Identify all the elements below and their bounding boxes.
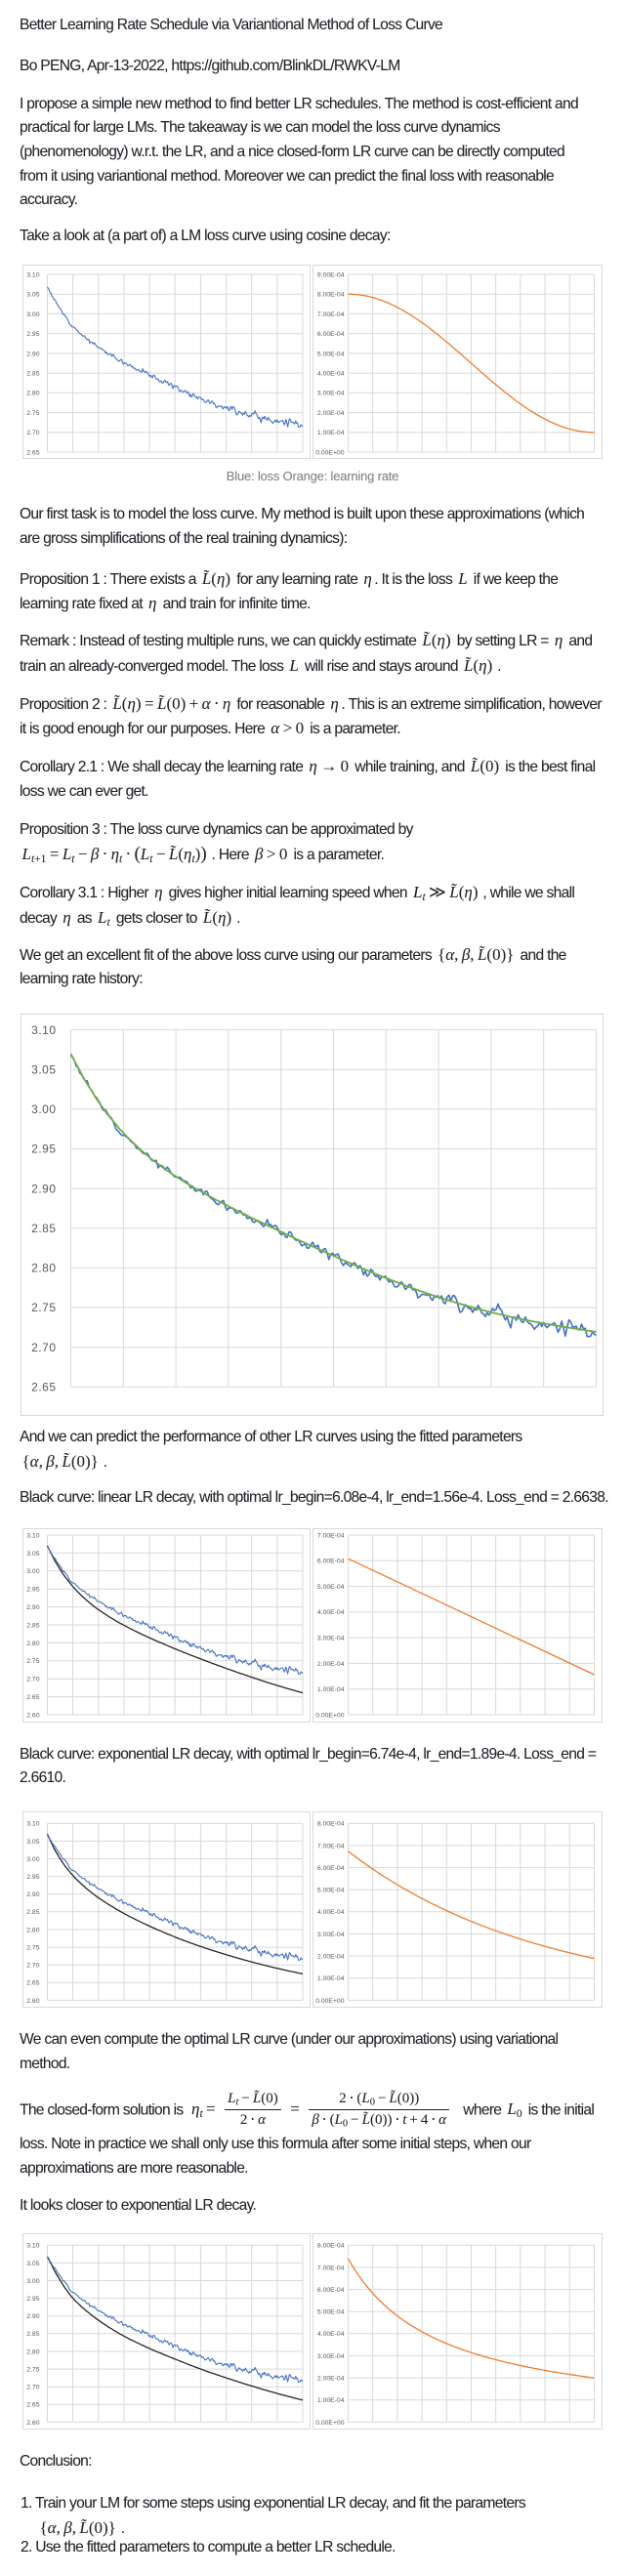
svg-text:2.90: 2.90 xyxy=(26,1604,39,1611)
svg-text:0.00E+00: 0.00E+00 xyxy=(315,1712,345,1719)
svg-text:2.60: 2.60 xyxy=(26,2420,39,2427)
svg-text:2.70: 2.70 xyxy=(31,1341,56,1354)
svg-text:2.70: 2.70 xyxy=(26,1677,39,1683)
svg-text:3.05: 3.05 xyxy=(26,292,39,299)
svg-text:2.65: 2.65 xyxy=(26,1694,39,1701)
svg-text:7.00E-04: 7.00E-04 xyxy=(317,312,345,318)
svg-text:2.95: 2.95 xyxy=(26,331,39,338)
svg-text:2.85: 2.85 xyxy=(26,1622,39,1629)
svg-text:7.00E-04: 7.00E-04 xyxy=(317,2264,345,2271)
svg-text:3.10: 3.10 xyxy=(31,1023,56,1037)
svg-text:2.60: 2.60 xyxy=(26,1998,39,2005)
svg-text:2.95: 2.95 xyxy=(26,1874,39,1881)
svg-text:2.80: 2.80 xyxy=(26,391,39,397)
svg-text:3.05: 3.05 xyxy=(26,1839,39,1846)
svg-text:6.00E-04: 6.00E-04 xyxy=(317,2287,345,2294)
svg-text:3.00E-04: 3.00E-04 xyxy=(317,1636,345,1642)
svg-text:0.00E+00: 0.00E+00 xyxy=(315,449,345,456)
svg-text:2.85: 2.85 xyxy=(31,1222,56,1235)
svg-text:2.80: 2.80 xyxy=(26,2348,39,2355)
svg-text:2.65: 2.65 xyxy=(26,449,39,456)
svg-text:3.05: 3.05 xyxy=(26,2261,39,2267)
svg-text:1.00E-04: 1.00E-04 xyxy=(317,1975,345,1982)
svg-text:3.00: 3.00 xyxy=(26,312,39,318)
svg-text:3.10: 3.10 xyxy=(26,1532,39,1539)
svg-text:2.85: 2.85 xyxy=(26,371,39,378)
svg-text:2.80: 2.80 xyxy=(31,1262,56,1275)
svg-text:6.00E-04: 6.00E-04 xyxy=(317,331,345,338)
svg-text:2.65: 2.65 xyxy=(26,2402,39,2409)
svg-text:2.90: 2.90 xyxy=(26,1891,39,1898)
svg-text:2.70: 2.70 xyxy=(26,2385,39,2391)
svg-text:5.00E-04: 5.00E-04 xyxy=(317,1888,345,1894)
svg-text:3.00E-04: 3.00E-04 xyxy=(317,1932,345,1938)
svg-text:4.00E-04: 4.00E-04 xyxy=(317,371,345,378)
svg-text:8.00E-04: 8.00E-04 xyxy=(317,2243,345,2250)
svg-text:2.85: 2.85 xyxy=(26,1909,39,1916)
svg-text:7.00E-04: 7.00E-04 xyxy=(317,1843,345,1849)
svg-text:3.00E-04: 3.00E-04 xyxy=(317,391,345,397)
svg-text:3.00: 3.00 xyxy=(31,1102,56,1116)
svg-text:5.00E-04: 5.00E-04 xyxy=(317,2309,345,2316)
svg-text:1.00E-04: 1.00E-04 xyxy=(317,2397,345,2404)
svg-text:2.80: 2.80 xyxy=(26,1641,39,1647)
svg-text:6.00E-04: 6.00E-04 xyxy=(317,1865,345,1872)
svg-text:3.05: 3.05 xyxy=(26,1551,39,1558)
svg-text:3.10: 3.10 xyxy=(26,2243,39,2250)
svg-text:2.90: 2.90 xyxy=(26,2313,39,2320)
svg-text:4.00E-04: 4.00E-04 xyxy=(317,1609,345,1616)
svg-text:2.95: 2.95 xyxy=(31,1143,56,1156)
svg-text:3.10: 3.10 xyxy=(26,271,39,278)
svg-text:6.00E-04: 6.00E-04 xyxy=(317,1558,345,1565)
svg-text:0.00E+00: 0.00E+00 xyxy=(315,2420,345,2427)
svg-text:9.00E-04: 9.00E-04 xyxy=(317,271,345,278)
svg-text:2.75: 2.75 xyxy=(26,410,39,417)
svg-text:2.65: 2.65 xyxy=(26,1980,39,1987)
svg-text:2.75: 2.75 xyxy=(26,2367,39,2374)
svg-text:0.00E+00: 0.00E+00 xyxy=(315,1998,345,2005)
svg-text:2.65: 2.65 xyxy=(31,1381,56,1394)
svg-text:4.00E-04: 4.00E-04 xyxy=(317,2331,345,2338)
svg-text:1.00E-04: 1.00E-04 xyxy=(317,430,345,436)
svg-text:7.00E-04: 7.00E-04 xyxy=(317,1532,345,1539)
svg-text:5.00E-04: 5.00E-04 xyxy=(317,1584,345,1591)
svg-text:2.95: 2.95 xyxy=(26,1587,39,1594)
svg-text:2.00E-04: 2.00E-04 xyxy=(317,1954,345,1961)
svg-text:2.00E-04: 2.00E-04 xyxy=(317,410,345,417)
svg-text:3.05: 3.05 xyxy=(31,1062,56,1076)
svg-text:3.00: 3.00 xyxy=(26,1856,39,1863)
svg-text:2.90: 2.90 xyxy=(31,1182,56,1195)
svg-text:3.10: 3.10 xyxy=(26,1821,39,1828)
svg-text:2.75: 2.75 xyxy=(26,1945,39,1952)
svg-text:1.00E-04: 1.00E-04 xyxy=(317,1686,345,1693)
svg-text:2.00E-04: 2.00E-04 xyxy=(317,1661,345,1668)
svg-text:2.75: 2.75 xyxy=(31,1301,56,1314)
svg-text:3.00: 3.00 xyxy=(26,2278,39,2285)
svg-text:8.00E-04: 8.00E-04 xyxy=(317,292,345,299)
svg-text:2.60: 2.60 xyxy=(26,1712,39,1719)
svg-text:2.75: 2.75 xyxy=(26,1658,39,1665)
svg-text:2.85: 2.85 xyxy=(26,2331,39,2338)
svg-text:4.00E-04: 4.00E-04 xyxy=(317,1909,345,1916)
svg-text:2.00E-04: 2.00E-04 xyxy=(317,2376,345,2383)
svg-text:3.00E-04: 3.00E-04 xyxy=(317,2353,345,2360)
svg-text:2.70: 2.70 xyxy=(26,1963,39,1970)
svg-text:5.00E-04: 5.00E-04 xyxy=(317,351,345,357)
svg-text:2.95: 2.95 xyxy=(26,2296,39,2303)
svg-text:2.70: 2.70 xyxy=(26,430,39,436)
svg-text:2.90: 2.90 xyxy=(26,351,39,357)
svg-text:8.00E-04: 8.00E-04 xyxy=(317,1821,345,1828)
svg-text:3.00: 3.00 xyxy=(26,1568,39,1575)
svg-text:2.80: 2.80 xyxy=(26,1927,39,1933)
